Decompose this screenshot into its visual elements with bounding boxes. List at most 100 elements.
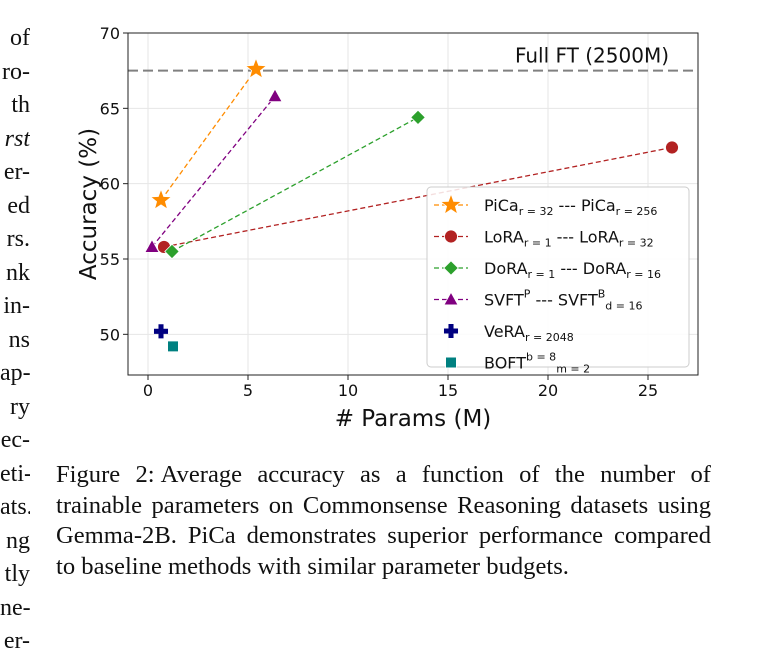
caption-label: Figure 2: bbox=[56, 461, 155, 488]
left-column-fragment: ns bbox=[8, 326, 30, 353]
series-3 bbox=[144, 88, 283, 253]
data-point bbox=[153, 324, 169, 339]
legend-label: VeRAr = 2048 bbox=[484, 322, 574, 344]
y-tick-label: 70 bbox=[100, 24, 120, 43]
legend-label-part: r = 16 bbox=[626, 268, 661, 281]
data-point bbox=[244, 57, 268, 80]
left-column-fragment: rst bbox=[4, 125, 30, 152]
legend-label: PiCar = 32 --- PiCar = 256 bbox=[484, 196, 657, 218]
legend-marker bbox=[444, 229, 458, 244]
legend-label-part: B bbox=[598, 288, 606, 301]
left-column-fragment: ry bbox=[10, 393, 30, 420]
y-tick-label: 60 bbox=[100, 175, 120, 194]
legend-entry: BOFTb = 8m = 2 bbox=[445, 351, 590, 376]
legend-label-part: r = 2048 bbox=[525, 331, 574, 344]
legend-label-part: r = 1 bbox=[528, 268, 556, 281]
data-point bbox=[164, 243, 180, 260]
left-column-fragment: eti- bbox=[0, 460, 30, 487]
legend-label-part: DoRA bbox=[484, 259, 528, 278]
data-point bbox=[665, 140, 679, 155]
full-ft-reference: Full FT (2500M) bbox=[128, 44, 698, 72]
legend-label: SVFTP --- SVFTBd = 16 bbox=[484, 288, 642, 313]
left-column-fragment: ne- bbox=[0, 594, 30, 621]
plot-frame bbox=[127, 32, 699, 376]
full-ft-label: Full FT (2500M) bbox=[515, 44, 669, 68]
legend-marker bbox=[443, 260, 459, 276]
left-column-fragment: ed bbox=[7, 192, 30, 219]
legend-entry: PiCar = 32 --- PiCar = 256 bbox=[434, 192, 657, 218]
left-column-fragment: ats. bbox=[0, 494, 30, 520]
legend-entry: VeRAr = 2048 bbox=[443, 322, 574, 344]
left-column-fragment: in- bbox=[3, 293, 30, 319]
left-column-fragment: ap- bbox=[0, 360, 30, 386]
series-0 bbox=[149, 57, 268, 211]
legend-label-part: --- SVFT bbox=[530, 291, 598, 310]
series-layer bbox=[144, 57, 679, 353]
left-column-fragment: er- bbox=[3, 628, 30, 654]
x-tick-label: 20 bbox=[538, 381, 558, 400]
series-2 bbox=[164, 109, 426, 260]
legend-label-part: r = 32 bbox=[619, 237, 654, 250]
legend-marker bbox=[445, 356, 457, 369]
y-tick-label: 55 bbox=[100, 250, 120, 269]
legend-entry: LoRAr = 1 --- LoRAr = 32 bbox=[434, 228, 654, 250]
legend-label: LoRAr = 1 --- LoRAr = 32 bbox=[484, 228, 654, 250]
left-column-fragment: th bbox=[11, 92, 30, 118]
legend-label-part: b = 8 bbox=[526, 351, 556, 364]
legend-box bbox=[426, 186, 690, 368]
series-line bbox=[163, 146, 673, 248]
data-point bbox=[267, 88, 283, 103]
x-tick-label: 25 bbox=[638, 381, 658, 400]
legend-label-part: BOFT bbox=[484, 354, 526, 373]
left-column-fragment: nk bbox=[6, 259, 30, 286]
legend-marker bbox=[443, 291, 459, 306]
x-axis-label: # Params (M) bbox=[335, 406, 492, 432]
legend-marker bbox=[439, 192, 463, 215]
left-column-fragment: tly bbox=[4, 561, 30, 587]
legend-label-part: r = 1 bbox=[524, 237, 552, 250]
legend-entry: SVFTP --- SVFTBd = 16 bbox=[434, 288, 642, 313]
left-column-fragment: ec- bbox=[0, 427, 30, 453]
data-point bbox=[167, 340, 179, 353]
legend-label-part: r = 256 bbox=[616, 205, 658, 218]
legend-label: DoRAr = 1 --- DoRAr = 16 bbox=[484, 259, 661, 281]
y-tick-label: 50 bbox=[100, 325, 120, 344]
series-line bbox=[151, 95, 276, 248]
x-tick-label: 0 bbox=[143, 381, 153, 400]
x-tick-label: 5 bbox=[243, 381, 253, 400]
series-4 bbox=[153, 324, 169, 339]
legend-label-part: m = 2 bbox=[556, 363, 590, 376]
legend-label-part: PiCa bbox=[484, 196, 519, 215]
legend-label-part: --- DoRA bbox=[555, 259, 626, 278]
axes: 0 5 10 15 20 25 50 55 60 65 70 # Params (M) Accuracy… bbox=[76, 24, 699, 432]
accuracy-vs-params-chart: Full FT (2500M) 0 5 10 15 20 25 50 55 60 65 70 # Pa… bbox=[76, 24, 699, 432]
data-point bbox=[410, 109, 426, 126]
data-point bbox=[149, 188, 173, 211]
legend-label-part: r = 32 bbox=[519, 205, 554, 218]
x-tick-label: 10 bbox=[338, 381, 358, 400]
series-5 bbox=[167, 340, 179, 353]
legend-label: BOFTb = 8m = 2 bbox=[484, 351, 590, 376]
y-tick-label: 65 bbox=[100, 99, 120, 118]
legend-label-part: LoRA bbox=[484, 228, 524, 247]
data-point bbox=[144, 238, 160, 253]
legend-entry: DoRAr = 1 --- DoRAr = 16 bbox=[434, 259, 661, 281]
left-column-fragment: er- bbox=[3, 159, 30, 185]
legend-marker bbox=[443, 323, 459, 339]
left-column-fragment: ng bbox=[6, 527, 30, 554]
y-axis-label: Accuracy (%) bbox=[76, 128, 102, 280]
series-line bbox=[160, 68, 257, 201]
left-column-fragment: rs. bbox=[6, 226, 30, 252]
figure-caption: Figure 2: Average accuracy as a function … bbox=[56, 460, 711, 582]
left-column-text-fragments: of ro-th rst er-ed rs. nk in-ns ap-ry ec-eti-ats… bbox=[0, 22, 30, 659]
legend-label-part: SVFT bbox=[484, 291, 524, 310]
legend-label-part: P bbox=[524, 288, 531, 301]
left-column-fragment: ro- bbox=[2, 58, 30, 85]
legend-label-part: d = 16 bbox=[605, 300, 642, 313]
legend-label-part: VeRA bbox=[484, 322, 525, 341]
series-line bbox=[171, 116, 419, 253]
left-column-fragment: of bbox=[10, 25, 30, 51]
legend-label-part: --- PiCa bbox=[553, 196, 615, 215]
caption-text: Average accuracy as a function of the nu… bbox=[56, 461, 711, 580]
